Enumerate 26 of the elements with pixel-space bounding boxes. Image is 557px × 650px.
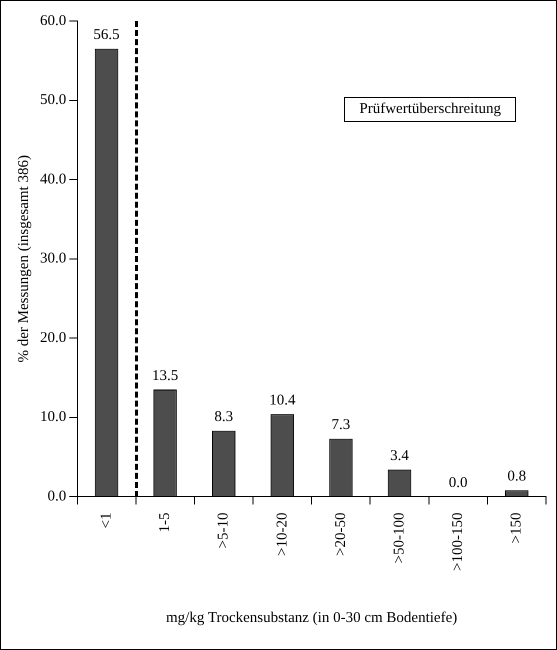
x-tick-label: 1-5 (157, 512, 174, 533)
data-label: 56.5 (93, 27, 120, 44)
x-tick-label: >50-100 (391, 512, 408, 564)
x-tick-label: >20-50 (332, 512, 349, 556)
y-tick-label: 10.0 (40, 409, 66, 426)
y-tick-label: 20.0 (40, 330, 66, 346)
data-label: 0.8 (507, 468, 526, 485)
x-tick-label: >100-150 (450, 512, 466, 572)
data-label: 10.4 (269, 392, 296, 409)
data-label: 13.5 (152, 368, 178, 384)
y-tick-label: 30.0 (40, 250, 66, 267)
x-tick-label: <1 (98, 512, 114, 529)
data-label: 8.3 (214, 409, 234, 426)
annotation: Prüfwertüberschreitung (344, 97, 516, 122)
y-tick-label: 0.0 (48, 488, 66, 504)
x-axis-title: mg/kg Trockensubstanz (in 0-30 cm Bodentiefe) (166, 610, 458, 626)
x-tick-label: >10-20 (274, 512, 290, 556)
data-label: 0.0 (448, 474, 468, 491)
y-tick-label: 40.0 (40, 171, 66, 188)
data-label: 7.3 (332, 417, 350, 434)
x-tick-label: >150 (508, 512, 525, 544)
y-axis-title: % der Messungen (insgesamt 386) (16, 155, 32, 363)
x-tick-label: >5-10 (216, 512, 232, 549)
data-label: 3.4 (390, 448, 410, 464)
y-tick-label: 60.0 (40, 12, 66, 29)
y-tick-label: 50.0 (40, 92, 66, 108)
